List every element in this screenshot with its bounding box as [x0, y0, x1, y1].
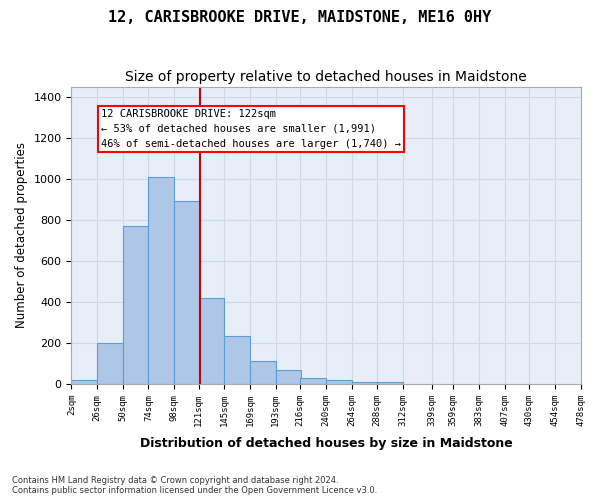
Bar: [174, 202, 200, 384]
Bar: [148, 177, 174, 384]
Bar: [377, 382, 403, 384]
Bar: [300, 378, 326, 384]
Bar: [352, 382, 377, 384]
Bar: [97, 343, 123, 384]
Text: 12 CARISBROOKE DRIVE: 122sqm
← 53% of detached houses are smaller (1,991)
46% of: 12 CARISBROOKE DRIVE: 122sqm ← 53% of de…: [101, 109, 401, 148]
Title: Size of property relative to detached houses in Maidstone: Size of property relative to detached ho…: [125, 70, 527, 84]
Y-axis label: Number of detached properties: Number of detached properties: [15, 142, 28, 328]
Text: Contains HM Land Registry data © Crown copyright and database right 2024.
Contai: Contains HM Land Registry data © Crown c…: [12, 476, 377, 495]
Bar: [71, 380, 97, 384]
Bar: [275, 370, 301, 384]
Text: 12, CARISBROOKE DRIVE, MAIDSTONE, ME16 0HY: 12, CARISBROOKE DRIVE, MAIDSTONE, ME16 0…: [109, 10, 491, 25]
Bar: [199, 298, 224, 384]
Bar: [250, 362, 275, 384]
X-axis label: Distribution of detached houses by size in Maidstone: Distribution of detached houses by size …: [140, 437, 512, 450]
Bar: [224, 336, 250, 384]
Bar: [326, 380, 352, 384]
Bar: [123, 226, 148, 384]
